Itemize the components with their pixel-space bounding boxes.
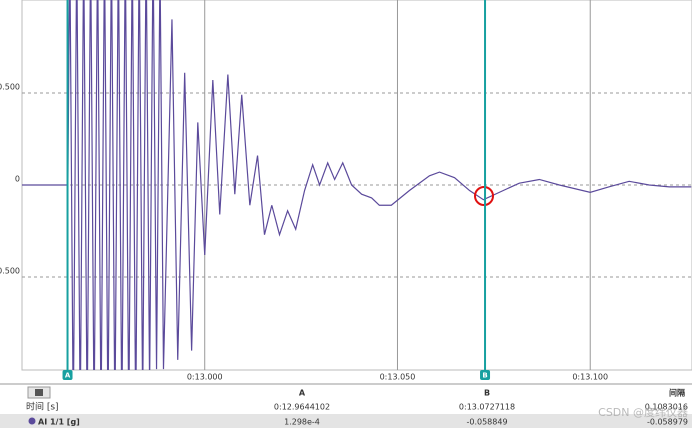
column-header: B [484, 389, 490, 398]
y-tick-label: 0.500 [0, 82, 20, 91]
cursor-label: B [482, 372, 487, 380]
cell: -0.058849 [466, 418, 507, 427]
x-tick-label: 0:13.100 [572, 373, 608, 382]
y-tick-label: 0 [15, 175, 20, 184]
cell: 0.1083016 [645, 403, 688, 412]
row-label: 时间 [s] [26, 401, 59, 413]
row-highlight [0, 414, 692, 428]
x-tick-label: 0:13.050 [380, 373, 416, 382]
signal-line [22, 0, 692, 370]
channel-dot [28, 417, 36, 425]
watermark: CSDN @度纬仪器 [598, 405, 688, 419]
row-label: AI 1/1 [g] [38, 418, 80, 427]
cursor-label: A [65, 372, 71, 380]
x-tick-label: 0:13.000 [187, 373, 223, 382]
column-header: A [299, 389, 306, 398]
column-header: 间隔 [669, 388, 685, 398]
cursor-handle [62, 370, 73, 380]
y-tick-label: -0.500 [0, 267, 20, 276]
cell: 1.298e-4 [284, 418, 320, 427]
cell: -0.058979 [647, 418, 688, 427]
cell: 0:12.9644102 [274, 403, 330, 412]
cursor-handle [480, 370, 491, 380]
cell: 0:13.0727118 [459, 403, 515, 412]
highlight-circle [474, 186, 494, 206]
copy-icon [35, 389, 43, 396]
